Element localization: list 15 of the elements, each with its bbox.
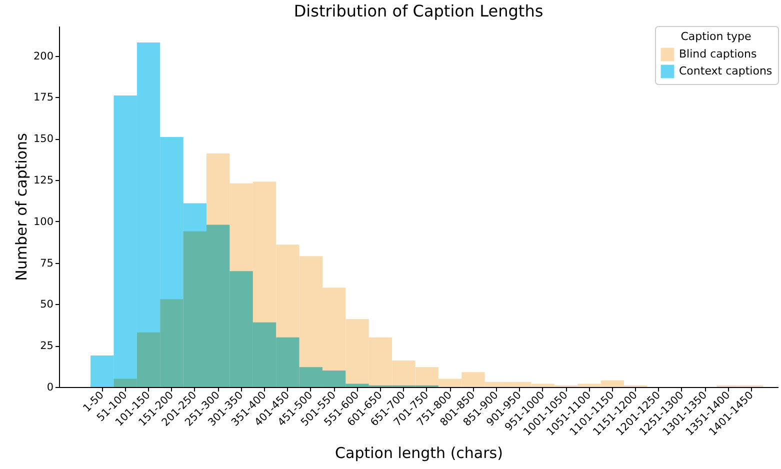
y-tick-label: 0: [46, 382, 54, 394]
legend-label: Context captions: [679, 64, 772, 78]
y-tick-label: 50: [40, 298, 54, 311]
y-tick-label: 200: [33, 50, 54, 62]
y-tick-label: 150: [33, 133, 54, 146]
chart-title: Distribution of Caption Lengths: [294, 2, 544, 20]
y-tick-label: 100: [33, 216, 54, 228]
legend-label: Blind captions: [679, 48, 757, 60]
y-tick-label: 75: [40, 257, 54, 270]
y-tick-label: 25: [40, 340, 54, 352]
legend-title: Caption type: [680, 30, 752, 43]
y-tick-label: 125: [33, 174, 54, 187]
x-axis-title: Caption length (chars): [335, 444, 503, 462]
y-axis-title: Number of captions: [12, 132, 30, 281]
y-tick-label: 175: [33, 92, 54, 104]
